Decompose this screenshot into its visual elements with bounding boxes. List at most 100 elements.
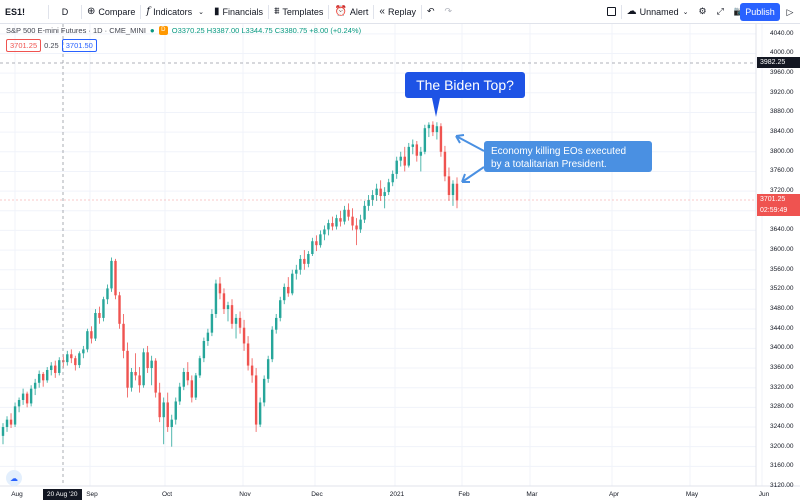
legend-title: S&P 500 E-mini Futures · 1D · CME_MINI <box>6 26 146 35</box>
ask-price-box[interactable]: 3701.50 <box>61 39 97 52</box>
candle-body <box>5 419 9 428</box>
candle-body <box>299 258 302 270</box>
callout-biden-top[interactable]: The Biden Top? <box>405 72 525 117</box>
candle-body <box>399 156 402 161</box>
delayed-data-badge-icon: D <box>158 26 168 35</box>
note-economy-eos[interactable]: Economy killing EOs executed by a totali… <box>455 134 652 183</box>
note-box <box>484 141 652 172</box>
candle <box>106 284 109 305</box>
candle-body <box>274 317 278 330</box>
price-axis-tick: 3960.00 <box>770 69 794 77</box>
candle-body <box>45 370 49 381</box>
candle-body <box>182 371 186 387</box>
financials-button[interactable]: ▮ Financials <box>209 0 268 24</box>
logo-badge[interactable]: ☁ <box>6 470 22 486</box>
candle <box>283 283 286 305</box>
candle <box>367 195 370 211</box>
candle-body <box>387 182 390 193</box>
candle <box>443 145 447 182</box>
interval-button[interactable]: D <box>61 6 69 17</box>
candle <box>395 156 398 179</box>
candle-body <box>90 331 93 339</box>
compare-button[interactable]: ⊕ Compare <box>82 0 140 24</box>
candle-body <box>17 399 21 407</box>
candle <box>371 190 374 206</box>
candle <box>258 397 262 428</box>
candle-body <box>154 360 157 393</box>
candle-body <box>367 199 370 206</box>
candle <box>222 288 226 314</box>
time-axis-tick: Dec <box>311 491 323 498</box>
candle-body <box>162 402 165 418</box>
logo-circle <box>6 470 22 486</box>
candle-body <box>126 350 129 388</box>
price-chart[interactable]: The Biden Top? Economy killing EOs execu… <box>0 24 800 504</box>
replay-button[interactable]: «Replay <box>374 0 421 24</box>
candle <box>190 375 194 403</box>
publish-button[interactable]: Publish <box>740 3 780 21</box>
candle-body <box>25 393 29 404</box>
undo-button[interactable]: ↶ <box>422 0 440 24</box>
candle-body <box>323 229 326 235</box>
candle-body <box>447 176 451 196</box>
candle-body <box>435 126 439 133</box>
time-axis-tick: 2021 <box>389 491 405 498</box>
candle-body <box>343 209 346 222</box>
candle <box>54 360 57 378</box>
candle-body <box>130 371 133 388</box>
fullscreen-button[interactable]: ⤢ <box>712 0 729 24</box>
candle <box>266 355 270 383</box>
alert-button[interactable]: ⏰ Alert <box>329 0 373 24</box>
candle-body <box>279 300 282 318</box>
candle <box>339 210 342 227</box>
candle <box>70 349 73 364</box>
replay-label: Replay <box>387 6 416 17</box>
price-axis-tick: 3320.00 <box>770 383 794 391</box>
candle-body <box>242 327 246 344</box>
chart-legend: S&P 500 E-mini Futures · 1D · CME_MINI ●… <box>6 26 361 35</box>
price-axis-tick: 3720.00 <box>770 187 794 195</box>
candle <box>311 237 314 256</box>
candle-body <box>158 392 161 418</box>
candle-body <box>375 188 378 196</box>
time-axis-tick: Oct <box>161 491 173 498</box>
time-axis-tick: Apr <box>608 491 620 498</box>
candle-body <box>331 223 334 227</box>
price-axis-tick: 4040.00 <box>770 29 794 37</box>
price-axis-tick: 3440.00 <box>770 324 794 332</box>
redo-button[interactable]: ↷ <box>440 0 458 24</box>
candle <box>17 397 21 413</box>
candle <box>291 269 294 296</box>
candle <box>13 402 17 428</box>
candle <box>202 337 206 363</box>
candle <box>226 301 230 322</box>
candle-body <box>118 295 121 324</box>
play-button[interactable]: ▷ <box>783 3 797 21</box>
price-axis-tick: 3280.00 <box>770 403 794 411</box>
candle-body <box>335 218 338 227</box>
candle-body <box>50 365 53 371</box>
layout-menu-button[interactable]: ☁ Unnamed ⌄ <box>622 0 694 24</box>
candle <box>122 313 125 359</box>
note-text-line2: by a totalitarian President. <box>491 159 607 170</box>
indicators-button[interactable]: f Indicators ⌄ <box>141 0 209 24</box>
candle-body <box>58 360 61 373</box>
toolbar-divider <box>48 4 49 19</box>
camera-icon: 📷 <box>734 6 745 17</box>
time-axis-tick: Jun <box>758 491 770 498</box>
snapshot-button[interactable]: 📷 <box>729 0 750 24</box>
symbol-search-button[interactable]: ES1! <box>5 6 26 17</box>
price-axis-tick: 3800.00 <box>770 147 794 155</box>
settings-button[interactable]: ⚙ <box>694 0 712 24</box>
candle <box>274 313 278 334</box>
price-axis-tick: 3480.00 <box>770 305 794 313</box>
candle <box>331 216 334 231</box>
templates-button[interactable]: ⩩ Templates <box>269 0 328 24</box>
candle-body <box>451 183 455 196</box>
bid-price-box[interactable]: 3701.25 <box>6 39 42 52</box>
candle <box>146 345 149 373</box>
layout-name-label: Unnamed <box>639 6 679 17</box>
candle-body <box>122 323 125 351</box>
candle <box>238 311 242 334</box>
fullscreen-toggle-button[interactable] <box>602 0 621 24</box>
